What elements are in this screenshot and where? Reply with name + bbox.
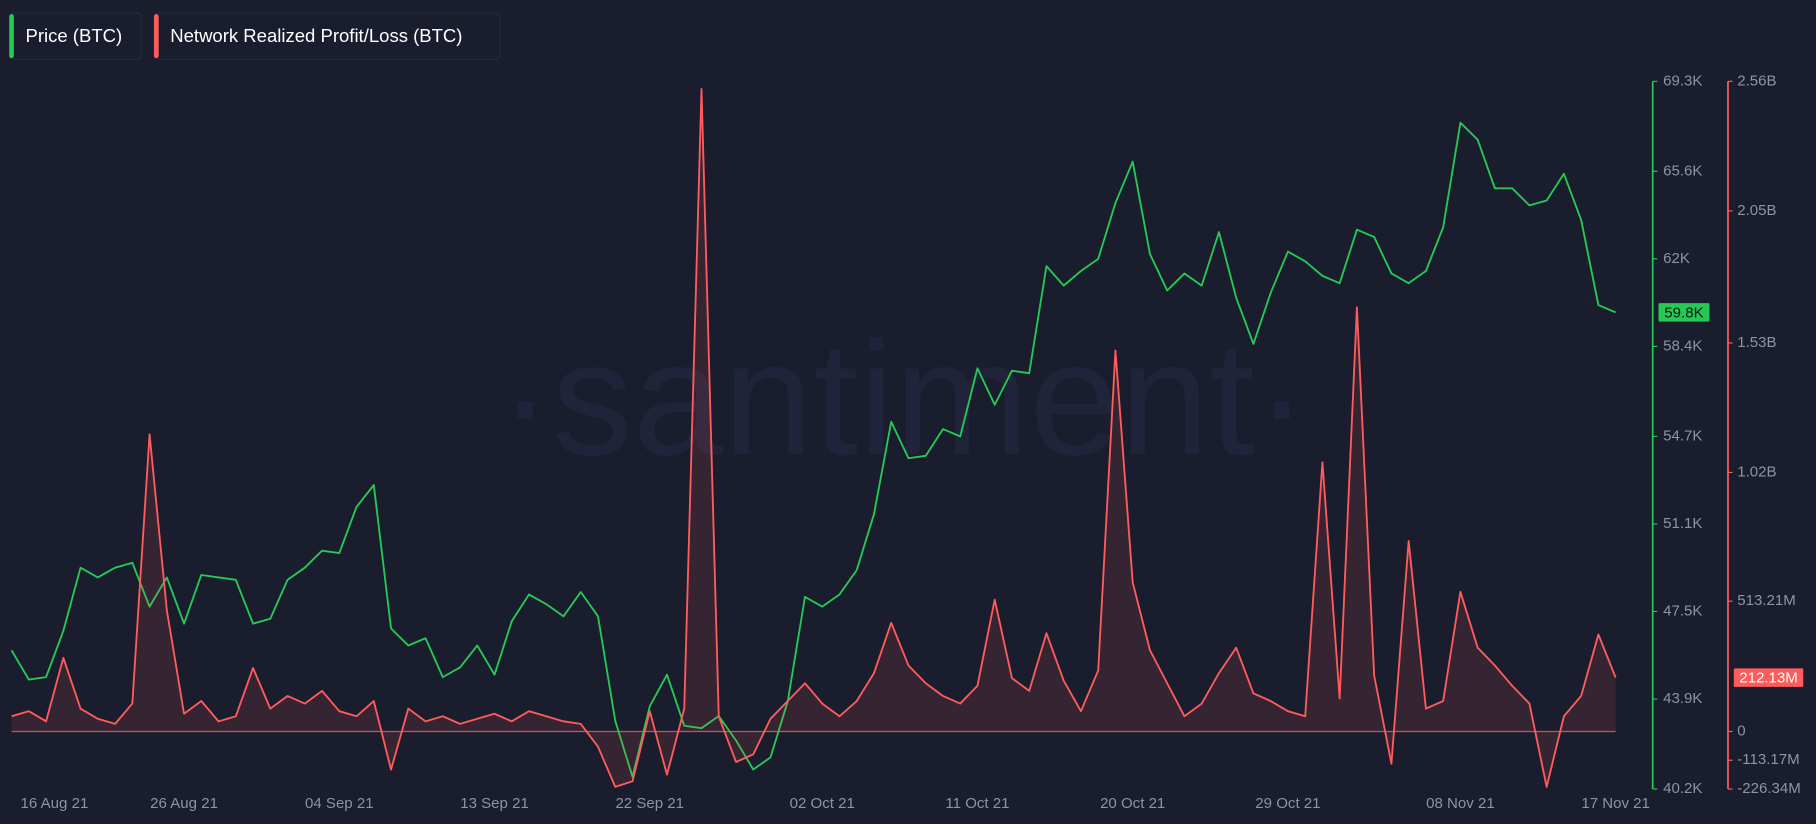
- x-tick-label: 04 Sep 21: [305, 795, 374, 812]
- x-tick-label: 13 Sep 21: [460, 795, 529, 812]
- y-tick-label: 58.4K: [1663, 337, 1702, 354]
- x-tick-label: 22 Sep 21: [615, 795, 684, 812]
- y2-tick-label: -226.34M: [1737, 780, 1801, 797]
- y2-tick-label: 2.56B: [1737, 72, 1776, 89]
- y2-tick-label: 2.05B: [1737, 202, 1776, 219]
- last-value-label: 212.13M: [1739, 670, 1798, 687]
- x-tick-label: 02 Oct 21: [790, 795, 855, 812]
- y2-tick-label: 1.53B: [1737, 334, 1776, 351]
- x-tick-label: 08 Nov 21: [1426, 795, 1495, 812]
- x-tick-label: 17 Nov 21: [1581, 795, 1650, 812]
- legend-swatch: [154, 14, 159, 59]
- y-tick-label: 54.7K: [1663, 427, 1702, 444]
- y2-tick-label: 513.21M: [1737, 592, 1796, 609]
- last-value-badge: [1658, 303, 1710, 322]
- legend-swatch: [9, 14, 14, 59]
- y-tick-label: 51.1K: [1663, 515, 1702, 532]
- x-tick-label: 16 Aug 21: [21, 795, 89, 812]
- y-tick-label: 47.5K: [1663, 602, 1702, 619]
- area: [11, 88, 1616, 787]
- y2-tick-label: 0: [1737, 722, 1745, 739]
- x-tick-label: 20 Oct 21: [1100, 795, 1165, 812]
- y-tick-label: 65.6K: [1663, 162, 1702, 179]
- y-tick-label: 40.2K: [1663, 780, 1702, 797]
- line: [10, 121, 1616, 778]
- x-tick-label: 26 Aug 21: [150, 795, 218, 812]
- watermark: ·santiment·: [498, 308, 1309, 489]
- legend-label: Price (BTC): [25, 25, 122, 46]
- y2-tick-label: -113.17M: [1737, 751, 1799, 768]
- legend-label: Network Realized Profit/Loss (BTC): [170, 25, 462, 46]
- line: [11, 88, 1617, 788]
- y2-tick-label: 1.02B: [1737, 463, 1776, 480]
- y-tick-label: 43.9K: [1663, 690, 1702, 707]
- x-tick-label: 11 Oct 21: [945, 795, 1009, 812]
- last-value-label: 59.8K: [1664, 304, 1703, 321]
- y-tick-label: 69.3K: [1663, 72, 1702, 89]
- y-tick-label: 62K: [1663, 250, 1690, 267]
- x-tick-label: 29 Oct 21: [1255, 795, 1320, 812]
- last-value-badge: [1733, 668, 1804, 687]
